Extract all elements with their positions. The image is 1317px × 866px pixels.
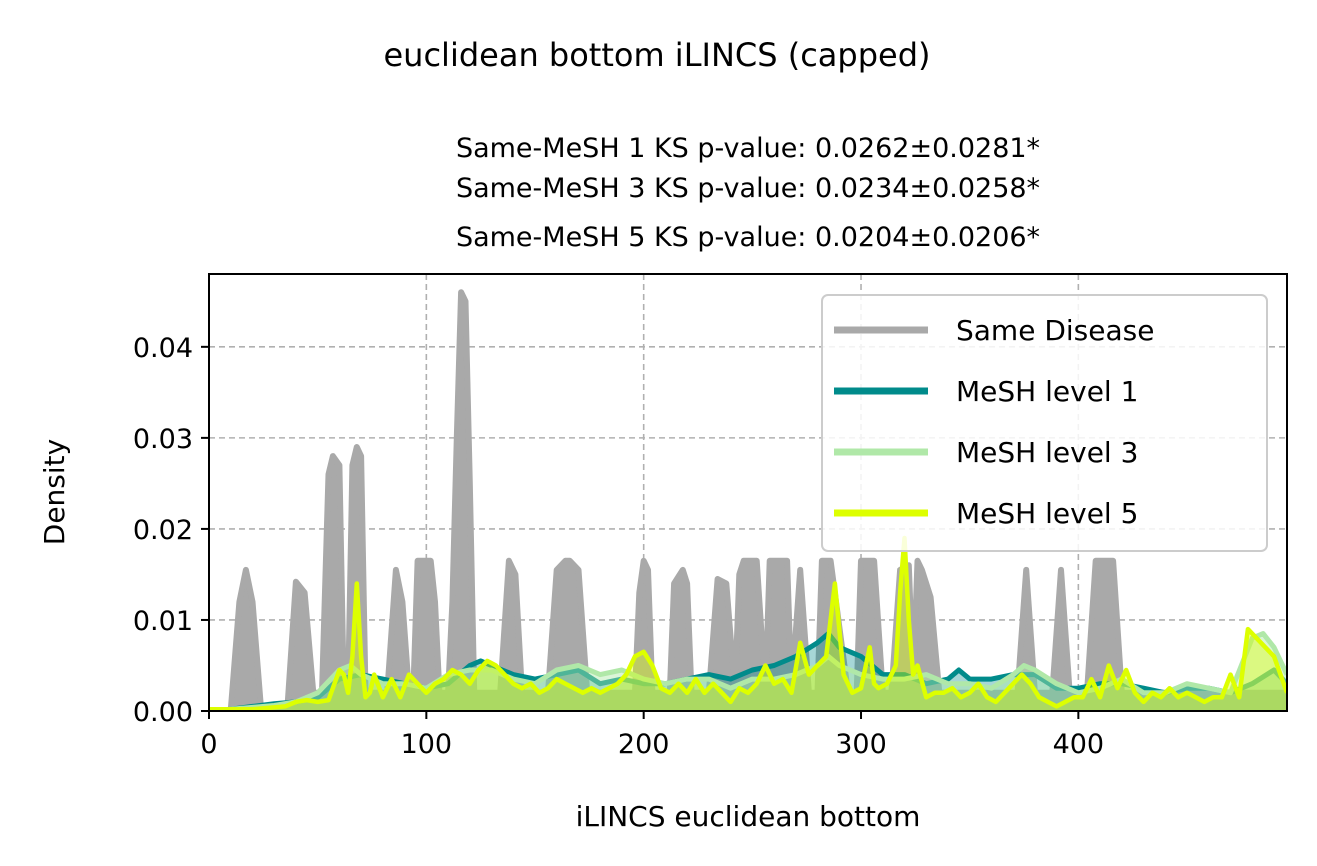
legend: Same Disease MeSH level 1 MeSH level 3 MeSH…	[821, 294, 1268, 552]
axes-frame	[208, 273, 1288, 712]
y-tick-label: 0.01	[133, 606, 193, 637]
legend-label-mesh-level-3: MeSH level 3	[956, 436, 1138, 469]
axis-ticks: 0 100 200 300 400 0.00 0.01 0.02 0.03 0.04	[133, 333, 1104, 760]
x-tick-label: 400	[1053, 729, 1105, 760]
mesh-level-3-area	[209, 633, 1287, 711]
y-tick-label: 0.00	[133, 697, 193, 728]
x-axis-label: iLINCS euclidean bottom	[576, 800, 921, 833]
x-tick-label: 300	[835, 729, 887, 760]
chart-suptitle: euclidean bottom iLINCS (capped)	[383, 36, 930, 74]
legend-label-same-disease: Same Disease	[956, 314, 1154, 347]
series-layer	[209, 289, 1287, 711]
y-tick-label: 0.02	[133, 515, 193, 546]
ks-pvalue-line-1: Same-MeSH 1 KS p-value: 0.0262±0.0281*	[456, 133, 1040, 164]
same-disease-line	[209, 289, 1287, 711]
x-tick-label: 100	[401, 729, 453, 760]
plot-area	[209, 289, 1287, 711]
legend-label-mesh-level-1: MeSH level 1	[956, 375, 1138, 408]
ks-pvalue-line-3: Same-MeSH 5 KS p-value: 0.0204±0.0206*	[456, 222, 1040, 253]
x-tick-label: 200	[618, 729, 670, 760]
ks-pvalue-line-2: Same-MeSH 3 KS p-value: 0.0234±0.0258*	[456, 173, 1040, 204]
x-tick-label: 0	[200, 729, 217, 760]
legend-label-mesh-level-5: MeSH level 5	[956, 497, 1138, 530]
y-tick-label: 0.04	[133, 333, 193, 364]
y-axis-label: Density	[38, 439, 71, 545]
mesh-level-5-line	[209, 535, 1287, 711]
y-tick-label: 0.03	[133, 424, 193, 455]
legend-box	[821, 294, 1268, 552]
same-disease-area	[209, 292, 1287, 711]
